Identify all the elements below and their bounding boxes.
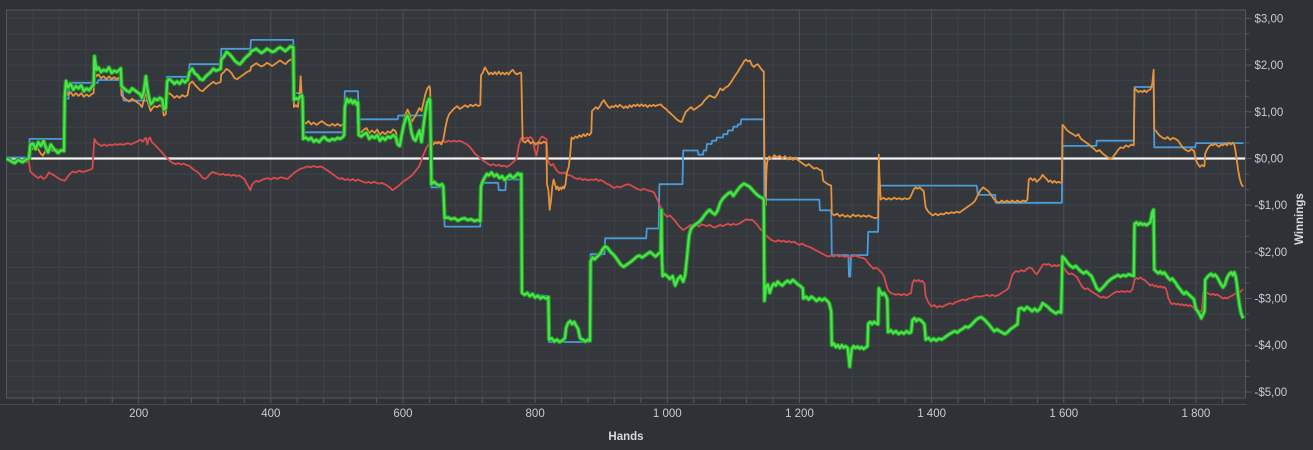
- gridlines-major: [138, 10, 1197, 398]
- y-tick-label: -$2,00: [1255, 247, 1288, 259]
- tick-labels: 200 400 600 800 1 000 1 200 1 400 1 600 1 800 $3,…: [129, 13, 1287, 420]
- x-axis-title: Hands: [608, 431, 643, 443]
- x-tick-label: 200: [129, 408, 148, 420]
- y-tick-label: -$5,00: [1255, 387, 1288, 399]
- axes-and-ticks: [0, 9, 1252, 405]
- y-tick-label: -$1,00: [1255, 200, 1288, 212]
- y-tick-label: $1,00: [1255, 107, 1284, 119]
- x-tick-label: 1 800: [1182, 408, 1211, 420]
- plot-background: [6, 10, 1246, 398]
- y-tick-label: -$4,00: [1255, 340, 1288, 352]
- series-green-line: [5, 45, 1245, 368]
- series-orange-line: [6, 58, 1245, 220]
- x-tick-label: 800: [526, 408, 545, 420]
- x-tick-label: 1 600: [1049, 408, 1078, 420]
- x-tick-label: 1 400: [917, 408, 946, 420]
- y-tick-label: $2,00: [1255, 60, 1284, 72]
- series-lines: [5, 39, 1246, 369]
- x-tick-label: 400: [261, 408, 280, 420]
- gridlines-minor: [6, 10, 1246, 398]
- y-axis-title: Winnings: [1294, 193, 1306, 245]
- x-tick-label: 1 200: [785, 408, 814, 420]
- x-tick-label: 600: [393, 408, 412, 420]
- x-tick-label: 1 000: [653, 408, 682, 420]
- y-tick-label: $3,00: [1255, 13, 1284, 25]
- series-blue-line: [6, 39, 1244, 343]
- plot-border: [6, 9, 1246, 399]
- y-tick-label: -$3,00: [1255, 294, 1288, 306]
- plot-area: [6, 10, 1246, 398]
- y-tick-label: $0,00: [1255, 153, 1284, 165]
